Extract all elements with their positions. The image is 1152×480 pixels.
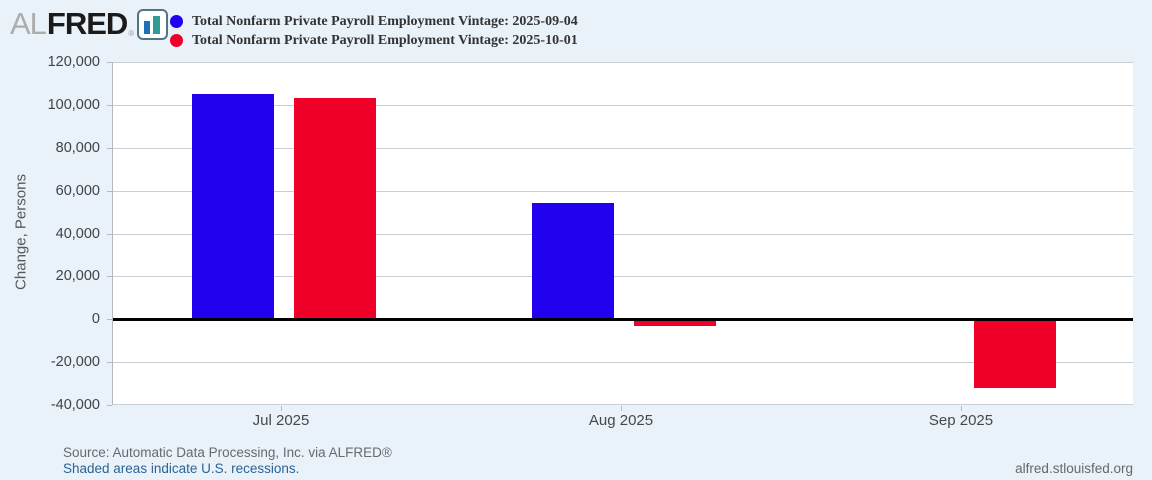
registered-mark: ® — [128, 29, 135, 38]
y-axis-tick-label: 60,000 — [55, 183, 100, 199]
gridline-40000 — [113, 234, 1133, 235]
y-axis-tick-label: -20,000 — [50, 354, 100, 370]
legend-item-label: Total Nonfarm Private Payroll Employment… — [192, 32, 578, 48]
gridline--40000 — [113, 404, 1133, 405]
bar-jul-2025-series-2[interactable] — [294, 98, 376, 320]
x-axis-tick — [961, 406, 962, 411]
x-axis-tick — [281, 406, 282, 411]
x-axis-tick-label: Aug 2025 — [588, 412, 654, 429]
y-axis-tick-label: 80,000 — [55, 140, 100, 156]
plot-area — [112, 62, 1133, 405]
recessions-link[interactable]: Shaded areas indicate U.S. recessions. — [63, 461, 300, 476]
legend-item-vintage-2025-09-04: Total Nonfarm Private Payroll Employment… — [170, 13, 578, 30]
chart-legend: Total Nonfarm Private Payroll Employment… — [170, 13, 578, 51]
bar-sep-2025-series-2[interactable] — [974, 319, 1056, 388]
y-axis-tick — [107, 148, 112, 149]
source-note: Source: Automatic Data Processing, Inc. … — [63, 445, 392, 460]
x-axis-tick-label: Sep 2025 — [928, 412, 994, 429]
logo-text-fred: FRED — [46, 6, 128, 41]
y-axis-tick — [107, 234, 112, 235]
gridline--20000 — [113, 362, 1133, 363]
y-axis-tick-label: 20,000 — [55, 268, 100, 284]
gridline-100000 — [113, 105, 1133, 106]
y-axis-tick-label: 120,000 — [47, 54, 100, 70]
y-axis-tick — [107, 362, 112, 363]
legend-item-label: Total Nonfarm Private Payroll Employment… — [192, 13, 578, 29]
x-axis-tick-label: Jul 2025 — [252, 412, 310, 429]
gridline-60000 — [113, 191, 1133, 192]
y-axis-tick — [107, 62, 112, 63]
legend-item-vintage-2025-10-01: Total Nonfarm Private Payroll Employment… — [170, 32, 578, 49]
y-axis-tick-label: -40,000 — [50, 397, 100, 413]
y-axis-tick — [107, 191, 112, 192]
y-axis-tick-label: 100,000 — [47, 97, 100, 113]
site-url: alfred.stlouisfed.org — [1015, 461, 1133, 476]
y-axis-tick — [107, 276, 112, 277]
fred-barchart-icon — [137, 8, 169, 40]
y-axis-tick-label: 40,000 — [55, 226, 100, 242]
gridline-80000 — [113, 148, 1133, 149]
gridline-120000 — [113, 62, 1133, 63]
y-axis-tick — [107, 105, 112, 106]
bar-aug-2025-series-1[interactable] — [532, 203, 614, 320]
y-axis-tick — [107, 405, 112, 406]
y-axis-tick-label: 0 — [91, 311, 100, 327]
zero-baseline — [113, 318, 1133, 321]
logo-text-al: AL — [10, 6, 47, 41]
gridline-20000 — [113, 276, 1133, 277]
series-2-dot-icon — [170, 34, 183, 47]
bar-jul-2025-series-1[interactable] — [192, 94, 274, 320]
y-axis-tick — [107, 319, 112, 320]
series-1-dot-icon — [170, 15, 183, 28]
x-axis-tick — [621, 406, 622, 411]
alfred-logo[interactable]: AL FRED ® — [10, 6, 169, 42]
bar-aug-2025-series-2[interactable] — [634, 319, 716, 326]
